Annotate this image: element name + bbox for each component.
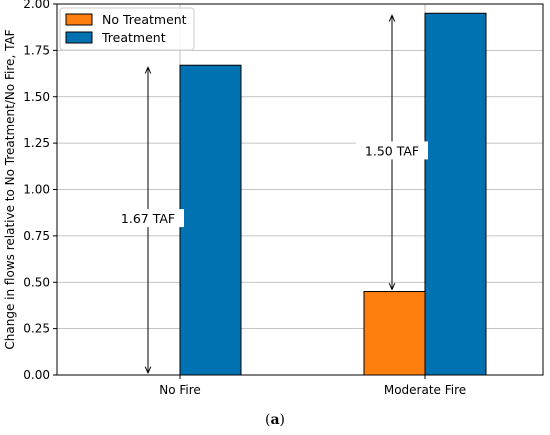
bars	[179, 12, 487, 376]
y-tick-label: 0.25	[23, 322, 50, 336]
y-tick-label: 2.00	[23, 0, 50, 11]
legend-label: No Treatment	[102, 12, 187, 27]
caption-close: )	[279, 412, 285, 428]
y-tick-label: 1.25	[23, 136, 50, 150]
bar-treatment-moderate-fire	[424, 12, 487, 376]
legend-swatch	[65, 13, 93, 26]
legend-box	[59, 7, 195, 51]
bar-no-treatment-moderate-fire	[363, 291, 426, 376]
y-axis-label: Change in flows relative to No Treatment…	[3, 29, 17, 349]
legend-swatch	[65, 31, 93, 44]
y-axis: 0.00 0.25 0.50 0.75 1.00 1.25 1.50 1.75 2.00	[23, 0, 57, 382]
y-tick-label: 0.00	[23, 368, 50, 382]
x-tick-label: Moderate Fire	[384, 383, 466, 397]
annotation-background	[112, 209, 184, 228]
bar-treatment-no-fire	[179, 64, 242, 376]
y-tick-label: 1.75	[23, 43, 50, 57]
x-tick-label: No Fire	[159, 383, 201, 397]
y-tick-label: 0.75	[23, 229, 50, 243]
caption-open: (	[264, 412, 271, 428]
annotation-label: 1.50 TAF	[365, 143, 419, 158]
annotations: 1.67 TAF 1.50 TAF	[112, 15, 428, 373]
legend-label: Treatment	[101, 30, 166, 45]
caption-letter: a	[270, 412, 280, 428]
y-tick-label: 1.00	[23, 183, 50, 197]
bar-chart: 0.00 0.25 0.50 0.75 1.00 1.25 1.50 1.75 2.00 No …	[3, 0, 544, 397]
annotation-background	[356, 141, 428, 160]
annotation-label: 1.67 TAF	[121, 211, 175, 226]
y-tick-label: 0.50	[23, 275, 50, 289]
x-axis: No Fire Moderate Fire	[159, 375, 466, 397]
figure-caption: (a)	[0, 412, 550, 428]
legend[interactable]: No Treatment Treatment	[59, 7, 195, 51]
y-tick-label: 1.50	[23, 90, 50, 104]
